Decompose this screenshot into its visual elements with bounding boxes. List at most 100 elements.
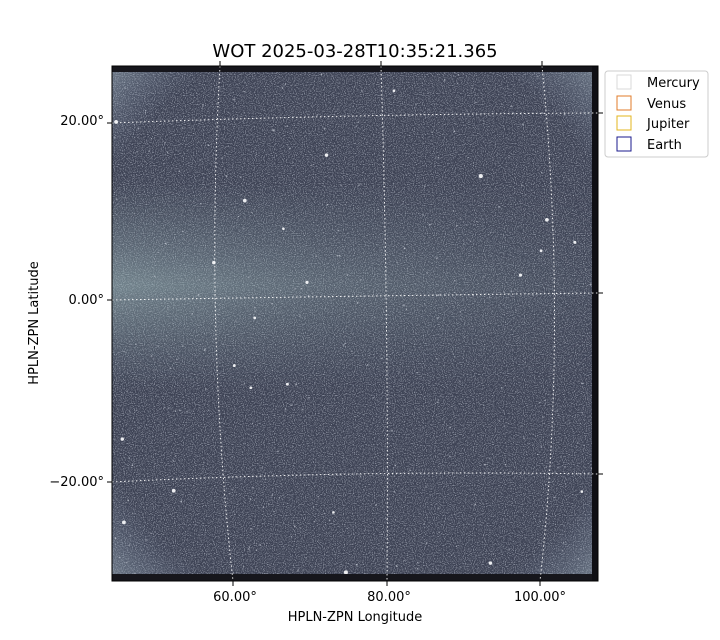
star-speck: [515, 309, 517, 312]
star-speck: [580, 548, 582, 550]
star-speck: [176, 358, 178, 361]
star-speck: [242, 566, 245, 568]
star-speck: [463, 336, 466, 338]
star-speck: [125, 561, 128, 564]
star-speck: [154, 261, 156, 263]
star-speck: [251, 211, 253, 214]
star-speck: [174, 455, 177, 457]
star-speck: [552, 228, 554, 230]
star-speck: [246, 559, 248, 561]
star-speck: [272, 370, 274, 372]
star-speck: [243, 383, 246, 385]
star-speck: [116, 260, 118, 262]
star-speck: [523, 322, 526, 324]
star-speck: [355, 563, 358, 566]
star-speck: [578, 472, 580, 475]
star-speck: [115, 198, 118, 200]
star-speck: [427, 92, 429, 94]
star-speck: [150, 532, 152, 535]
star-speck: [261, 467, 263, 469]
legend-entry: Venus: [616, 95, 686, 112]
star-speck: [510, 307, 513, 309]
star-speck: [515, 289, 517, 291]
star-speck: [521, 184, 523, 186]
star-speck: [316, 540, 319, 543]
star-speck: [419, 428, 421, 430]
star-speck: [367, 364, 369, 366]
star-speck: [300, 287, 303, 290]
star-speck: [323, 513, 325, 515]
star-speck: [590, 283, 592, 285]
star-speck: [561, 550, 564, 552]
star-speck: [323, 127, 326, 130]
star-speck: [469, 241, 471, 243]
star-speck: [577, 441, 579, 444]
star-speck: [392, 89, 396, 93]
star-speck: [539, 249, 543, 253]
star-speck: [255, 369, 257, 371]
star-speck: [524, 362, 526, 364]
star-speck: [114, 537, 117, 539]
star-speck: [150, 137, 153, 140]
star-speck: [545, 217, 549, 222]
star-speck: [247, 202, 249, 204]
star-speck: [229, 493, 231, 495]
star-speck: [114, 310, 116, 312]
grid-lon-100: [539, 66, 556, 581]
star-speck: [437, 507, 440, 509]
star-speck: [435, 358, 438, 360]
star-speck: [460, 218, 462, 221]
star-speck: [363, 489, 365, 491]
star-speck: [385, 296, 387, 298]
star-speck: [510, 105, 512, 108]
star-speck: [537, 75, 539, 77]
star-speck: [564, 341, 566, 343]
star-speck: [247, 276, 250, 279]
star-speck: [394, 518, 397, 521]
y-tick-label: −20.00°: [49, 475, 104, 490]
star-speck: [232, 364, 236, 368]
image-frame: [111, 65, 599, 582]
star-speck: [289, 147, 291, 150]
star-speck: [563, 113, 565, 116]
star-speck: [489, 232, 492, 234]
star-speck: [248, 546, 251, 548]
star-speck: [148, 150, 151, 152]
star-speck: [249, 498, 252, 500]
star-speck: [128, 457, 130, 459]
star-speck: [122, 520, 126, 525]
star-speck: [284, 408, 287, 410]
star-speck: [453, 130, 456, 133]
star-speck: [474, 503, 477, 506]
star-speck: [278, 497, 281, 499]
star-speck: [536, 453, 539, 456]
star-speck: [225, 175, 228, 177]
star-speck: [199, 159, 201, 161]
star-speck: [533, 295, 535, 297]
star-speck: [124, 87, 127, 90]
y-ticks: [107, 112, 603, 483]
star-speck: [198, 279, 201, 281]
star-speck: [508, 157, 510, 159]
star-speck: [381, 357, 383, 360]
star-speck: [354, 416, 356, 418]
star-speck: [166, 151, 169, 153]
star-speck: [340, 185, 342, 187]
star-speck: [511, 290, 513, 292]
star-speck: [402, 201, 404, 203]
legend-label-jupiter: Jupiter: [646, 117, 690, 132]
star-speck: [518, 78, 520, 80]
star-speck: [414, 529, 416, 531]
star-speck: [583, 448, 585, 450]
star-speck: [145, 539, 147, 541]
y-tick-label: 0.00°: [69, 293, 104, 308]
star-speck: [345, 201, 348, 204]
image-bottom-edge: [112, 574, 598, 581]
star-speck: [425, 485, 427, 488]
star-speck: [355, 125, 357, 127]
star-speck: [311, 164, 313, 167]
star-speck: [544, 484, 547, 486]
star-speck: [311, 292, 314, 295]
star-speck: [498, 205, 500, 208]
